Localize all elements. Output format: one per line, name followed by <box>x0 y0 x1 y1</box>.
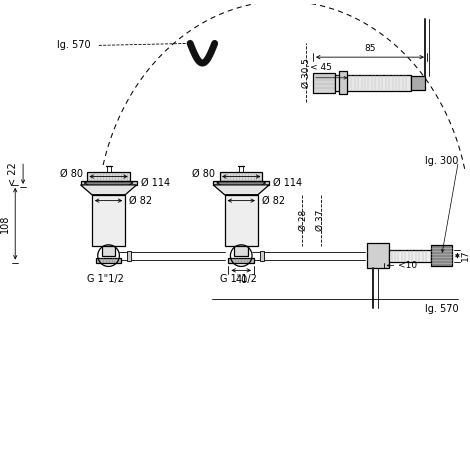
Bar <box>225 195 258 246</box>
Bar <box>102 246 116 256</box>
Text: Ø 114: Ø 114 <box>141 178 170 188</box>
Bar <box>213 181 269 185</box>
Text: lg. 570: lg. 570 <box>57 40 91 50</box>
Bar <box>389 250 431 261</box>
Bar <box>87 172 130 181</box>
Bar <box>339 71 347 94</box>
Text: 85: 85 <box>364 44 376 53</box>
Text: < 22: < 22 <box>8 162 18 186</box>
Bar <box>431 245 453 266</box>
Bar <box>220 172 262 181</box>
Text: 40: 40 <box>235 275 247 285</box>
Text: Ø 30,5: Ø 30,5 <box>302 58 311 88</box>
Bar <box>96 258 121 263</box>
Bar <box>127 251 131 260</box>
Text: G 1"1/2: G 1"1/2 <box>87 274 124 284</box>
Text: <10: <10 <box>399 261 417 270</box>
Text: Ø 28: Ø 28 <box>298 210 308 231</box>
Bar <box>235 246 248 256</box>
Text: Ø 80: Ø 80 <box>192 169 215 179</box>
Text: lg. 570: lg. 570 <box>425 304 458 313</box>
Polygon shape <box>213 185 269 195</box>
Bar <box>313 73 335 93</box>
Bar <box>228 258 254 263</box>
Text: Ø 82: Ø 82 <box>129 196 152 205</box>
Bar <box>411 76 425 90</box>
Text: Ø 80: Ø 80 <box>60 169 83 179</box>
Polygon shape <box>80 185 137 195</box>
Text: Ø 82: Ø 82 <box>262 196 285 205</box>
Bar <box>80 181 137 185</box>
Bar <box>92 195 125 246</box>
Bar <box>367 243 389 268</box>
Text: Ø 114: Ø 114 <box>273 178 302 188</box>
Bar <box>260 251 264 260</box>
Bar <box>335 75 411 91</box>
Text: lg. 300: lg. 300 <box>425 157 458 166</box>
Text: 108: 108 <box>0 214 10 233</box>
Text: Ø 37: Ø 37 <box>315 210 324 231</box>
Text: G 1"1/2: G 1"1/2 <box>219 274 257 284</box>
Text: 17: 17 <box>462 250 470 261</box>
Text: < 45: < 45 <box>310 63 332 72</box>
